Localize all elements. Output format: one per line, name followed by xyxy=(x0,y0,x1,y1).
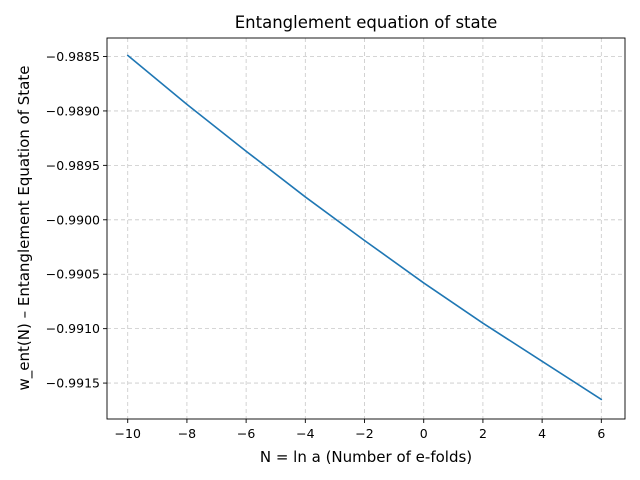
x-tick-label: −10 xyxy=(115,426,141,441)
y-tick-label: −0.9905 xyxy=(46,267,100,282)
x-tick-label: −4 xyxy=(296,426,314,441)
y-tick-label: −0.9890 xyxy=(46,103,100,118)
x-tick-label: 6 xyxy=(597,426,605,441)
x-tick-label: −8 xyxy=(178,426,196,441)
y-tick-label: −0.9885 xyxy=(46,49,100,64)
y-axis-label: w_ent(N) – Entanglement Equation of Stat… xyxy=(15,66,34,391)
x-tick-label: −6 xyxy=(237,426,255,441)
x-tick-label: −2 xyxy=(355,426,373,441)
y-tick-label: −0.9915 xyxy=(46,376,100,391)
x-tick-label: 0 xyxy=(420,426,428,441)
x-axis: −10 −8 −6 −4 −2 0 2 4 6 xyxy=(115,419,605,441)
y-tick-label: −0.9900 xyxy=(46,212,100,227)
series-line xyxy=(126,54,603,401)
grid xyxy=(107,38,625,419)
plot-frame xyxy=(106,37,626,420)
x-axis-label: N = ln a (Number of e-folds) xyxy=(260,448,472,466)
y-tick-label: −0.9895 xyxy=(46,158,100,173)
series-layer xyxy=(126,54,603,401)
chart-title: Entanglement equation of state xyxy=(235,13,498,32)
x-tick-label: 2 xyxy=(479,426,487,441)
x-tick-label: 4 xyxy=(538,426,546,441)
y-axis: −0.9885 −0.9890 −0.9895 −0.9900 −0.9905 −0.99… xyxy=(46,49,107,391)
y-tick-label: −0.9910 xyxy=(46,321,100,336)
